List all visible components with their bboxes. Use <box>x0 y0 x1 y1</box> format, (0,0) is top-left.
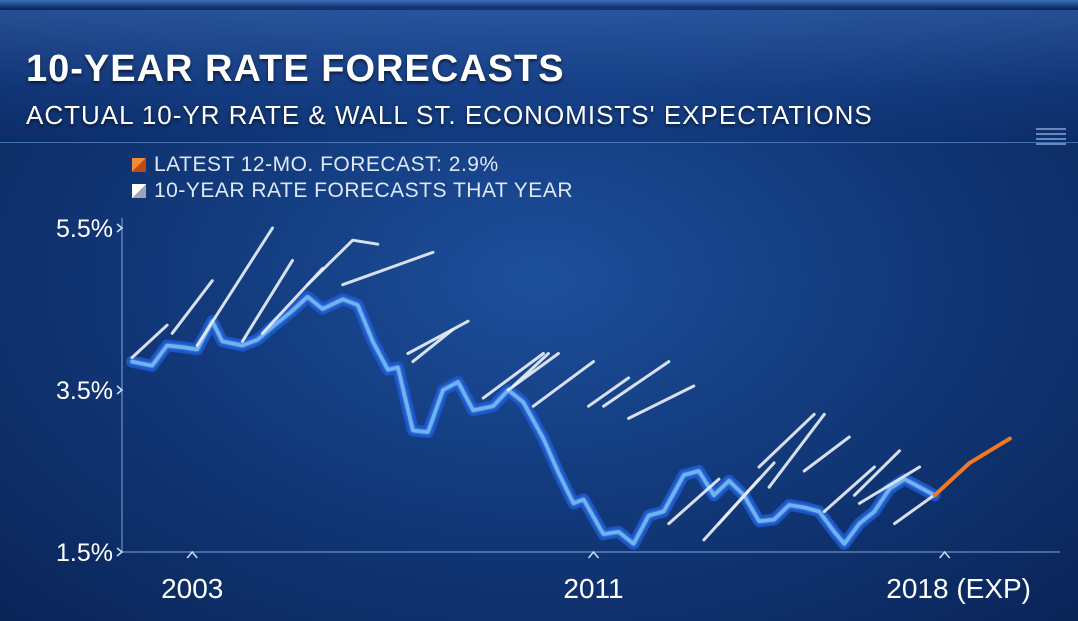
forecast-line <box>406 319 470 355</box>
header-banner: 10-YEAR RATE FORECASTS ACTUAL 10-YR RATE… <box>0 10 1078 145</box>
actual-rate-layer <box>126 290 941 550</box>
forecast-line <box>411 327 455 364</box>
forecast-line <box>767 412 826 489</box>
forecast-line <box>717 461 776 526</box>
y-tick-label: 5.5% <box>56 215 113 243</box>
chart-title: 10-YEAR RATE FORECASTS <box>26 48 565 90</box>
forecast-line <box>822 465 876 513</box>
legend-swatch-orange <box>132 158 146 172</box>
y-tick-label: 1.5% <box>56 539 113 567</box>
forecast-lines-layer <box>130 226 942 542</box>
latest-forecast-line <box>932 436 1012 498</box>
forecast-line <box>531 360 595 408</box>
legend-item-forecasts: 10-YEAR RATE FORECASTS THAT YEAR <box>132 178 573 204</box>
legend-label-latest: LATEST 12-MO. FORECAST: 2.9% <box>154 153 499 176</box>
x-tick-label: 2018 (EXP) <box>886 573 1031 604</box>
forecast-line <box>893 489 942 526</box>
legend-item-latest: LATEST 12-MO. FORECAST: 2.9% <box>132 152 573 178</box>
chart-subtitle: ACTUAL 10-YR RATE & WALL ST. ECONOMISTS'… <box>26 100 873 130</box>
y-tick-mark <box>116 547 124 557</box>
forecast-line <box>667 477 721 526</box>
forecast-line <box>852 449 901 497</box>
x-tick-label: 2011 <box>563 573 623 604</box>
forecast-line <box>757 412 816 469</box>
legend-label-forecasts: 10-YEAR RATE FORECASTS THAT YEAR <box>154 179 573 202</box>
y-tick-label: 3.5% <box>56 377 113 405</box>
forecast-line <box>506 352 560 392</box>
forecast-line <box>587 376 631 408</box>
forecast-line <box>341 250 435 287</box>
forecast-line <box>857 465 922 505</box>
forecast-line <box>130 323 169 360</box>
legend-swatch-white <box>132 184 146 198</box>
forecast-line <box>306 238 380 287</box>
chart-axes: 5.5% 3.5% 1.5% 2003 2011 2018 (EXP) <box>56 215 1060 604</box>
y-tick-mark <box>116 223 124 233</box>
forecast-line <box>802 435 851 473</box>
x-tick-mark <box>939 550 951 559</box>
y-tick-mark <box>116 385 124 395</box>
decorative-stripes <box>1036 128 1066 148</box>
x-tick-label: 2003 <box>161 573 223 604</box>
forecast-line <box>170 279 214 335</box>
latest-forecast-layer <box>932 436 1012 498</box>
x-tick-mark <box>587 550 600 559</box>
forecast-line <box>240 258 294 343</box>
forecast-line <box>481 352 545 400</box>
forecast-line <box>195 226 274 347</box>
forecast-line <box>627 384 696 420</box>
top-frame-bar <box>0 0 1078 8</box>
chart-legend: LATEST 12-MO. FORECAST: 2.9% 10-YEAR RAT… <box>132 152 573 204</box>
x-tick-mark <box>186 550 198 559</box>
forecast-line <box>602 360 671 408</box>
